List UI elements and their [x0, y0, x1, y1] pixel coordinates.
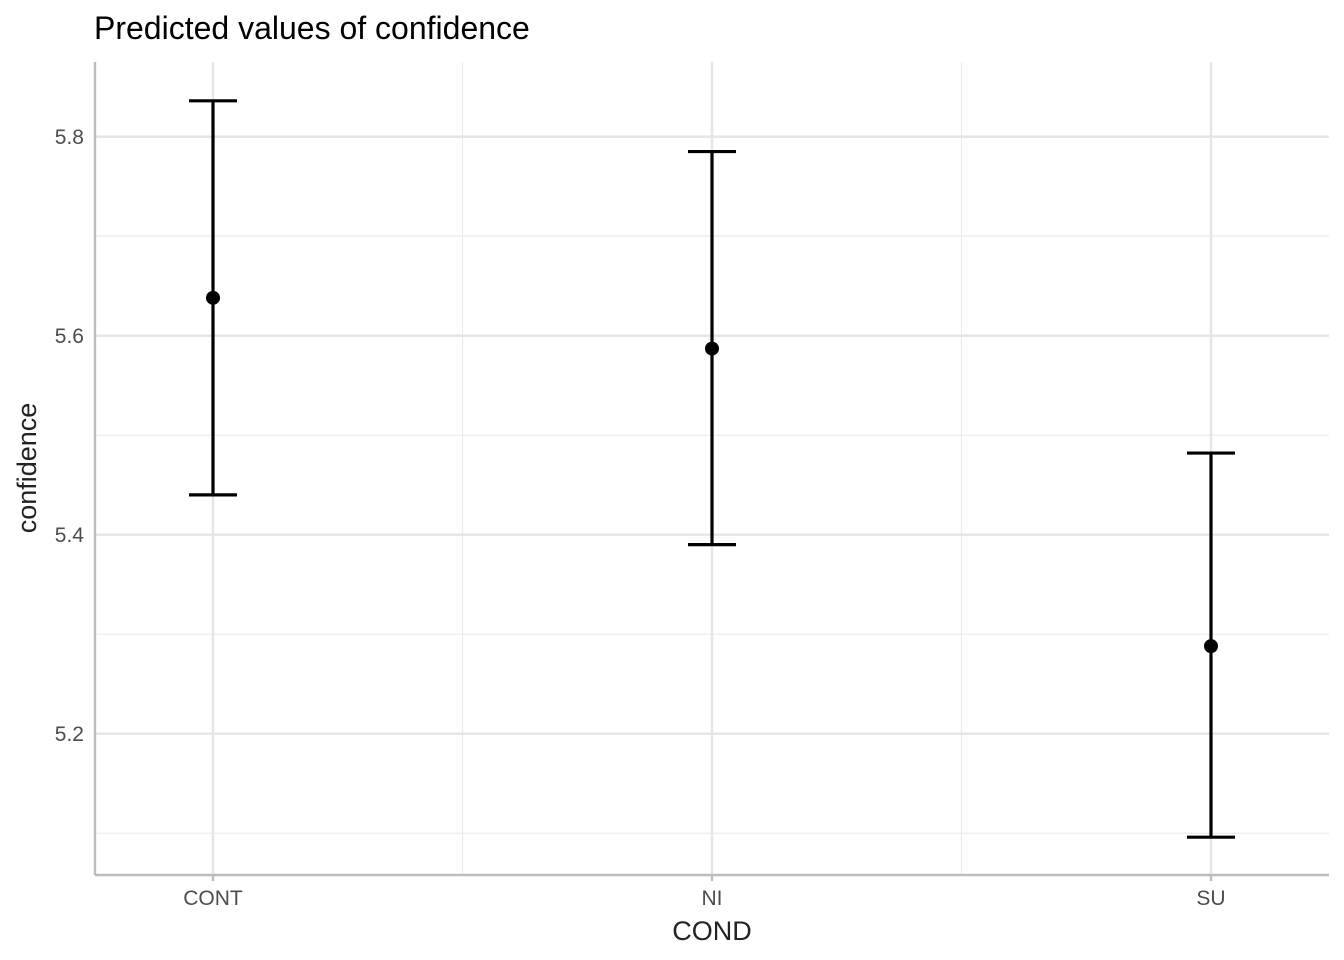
- y-tick-label: 5.6: [55, 325, 84, 348]
- chart-title: Predicted values of confidence: [94, 10, 530, 46]
- point-cont: [206, 290, 220, 305]
- x-tick-label: SU: [1196, 887, 1225, 910]
- x-axis-title: COND: [672, 916, 752, 946]
- point-su: [1204, 639, 1218, 654]
- x-tick-label: NI: [702, 887, 723, 910]
- axes: [93, 62, 1329, 881]
- point-ni: [705, 341, 719, 356]
- data-marks: [189, 99, 1235, 839]
- y-axis-title: confidence: [12, 403, 42, 534]
- y-tick-label: 5.2: [55, 723, 84, 746]
- y-tick-label: 5.4: [55, 524, 85, 547]
- y-tick-label: 5.8: [55, 126, 84, 149]
- tick-labels: 5.2 5.4 5.6 5.8 CONT NI SU: [55, 126, 1226, 910]
- x-tick-label: CONT: [183, 887, 243, 910]
